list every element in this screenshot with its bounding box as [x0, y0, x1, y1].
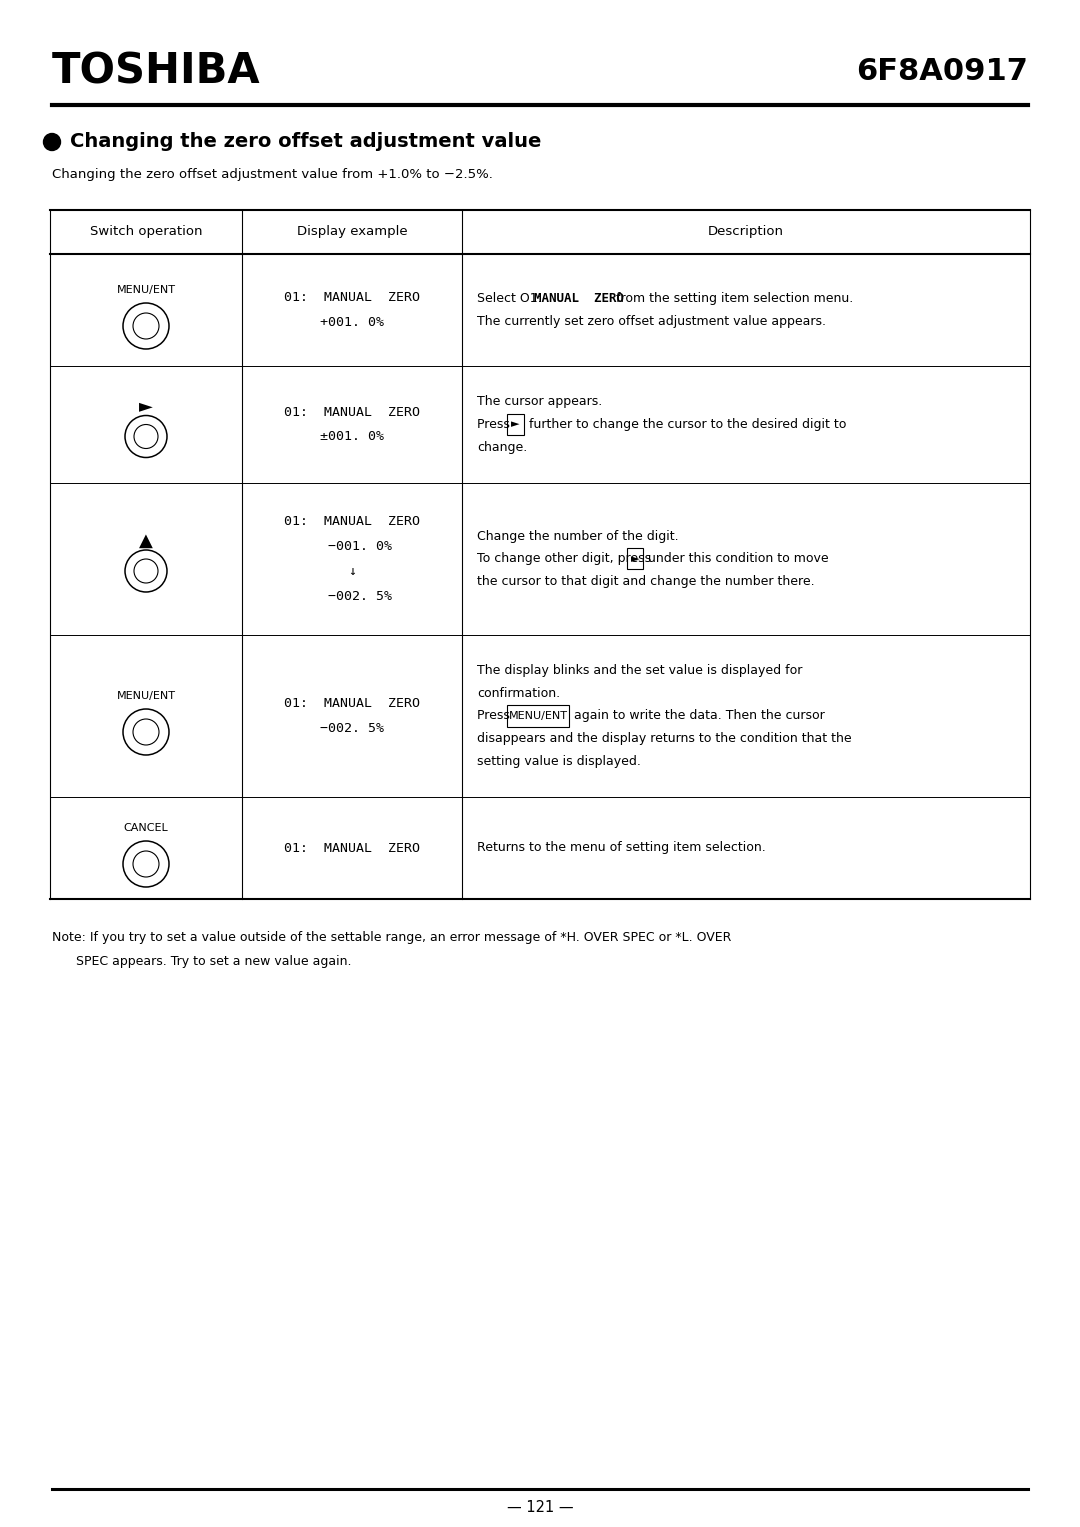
Text: under this condition to move: under this condition to move — [645, 553, 829, 565]
Text: 01:  MANUAL  ZERO: 01: MANUAL ZERO — [284, 515, 420, 528]
Text: The currently set zero offset adjustment value appears.: The currently set zero offset adjustment… — [477, 315, 826, 328]
Text: 01:  MANUAL  ZERO: 01: MANUAL ZERO — [284, 696, 420, 710]
FancyBboxPatch shape — [508, 705, 569, 727]
Text: Returns to the menu of setting item selection.: Returns to the menu of setting item sele… — [477, 841, 766, 855]
Text: Note: If you try to set a value outside of the settable range, an error message : Note: If you try to set a value outside … — [52, 931, 731, 944]
Text: Select O1:: Select O1: — [477, 292, 545, 305]
FancyBboxPatch shape — [626, 548, 644, 570]
Text: 01:  MANUAL  ZERO: 01: MANUAL ZERO — [284, 292, 420, 304]
Text: MENU/ENT: MENU/ENT — [509, 712, 568, 721]
Text: The cursor appears.: The cursor appears. — [477, 395, 603, 408]
Text: 6F8A0917: 6F8A0917 — [856, 58, 1028, 87]
Text: ►: ► — [139, 397, 153, 415]
FancyBboxPatch shape — [508, 414, 524, 435]
Circle shape — [43, 133, 60, 151]
Text: Changing the zero offset adjustment value from +1.0% to −2.5%.: Changing the zero offset adjustment valu… — [52, 168, 492, 182]
Text: Change the number of the digit.: Change the number of the digit. — [477, 530, 678, 542]
Text: disappears and the display returns to the condition that the: disappears and the display returns to th… — [477, 733, 852, 745]
Text: Description: Description — [708, 226, 784, 238]
Text: Press: Press — [477, 418, 514, 431]
Text: −002. 5%: −002. 5% — [328, 589, 392, 603]
Text: MENU/ENT: MENU/ENT — [117, 286, 175, 295]
Text: SPEC appears. Try to set a new value again.: SPEC appears. Try to set a new value aga… — [52, 954, 351, 968]
Text: TOSHIBA: TOSHIBA — [52, 50, 260, 93]
Text: setting value is displayed.: setting value is displayed. — [477, 754, 640, 768]
Text: 01:  MANUAL  ZERO: 01: MANUAL ZERO — [284, 406, 420, 418]
Text: confirmation.: confirmation. — [477, 687, 561, 699]
Text: −002. 5%: −002. 5% — [320, 722, 384, 734]
Text: To change other digit, press: To change other digit, press — [477, 553, 656, 565]
Text: Press: Press — [477, 710, 514, 722]
Text: +001. 0%: +001. 0% — [320, 316, 384, 328]
Text: MANUAL  ZERO: MANUAL ZERO — [535, 292, 624, 305]
Text: ↓: ↓ — [348, 565, 356, 579]
Text: ±001. 0%: ±001. 0% — [320, 431, 384, 443]
Text: 01:  MANUAL  ZERO: 01: MANUAL ZERO — [284, 841, 420, 855]
Text: ▲: ▲ — [139, 531, 153, 550]
Text: Switch operation: Switch operation — [90, 226, 202, 238]
Text: MENU/ENT: MENU/ENT — [117, 692, 175, 701]
Text: ►: ► — [511, 420, 519, 429]
Text: again to write the data. Then the cursor: again to write the data. Then the cursor — [570, 710, 825, 722]
Text: CANCEL: CANCEL — [123, 823, 168, 834]
Text: further to change the cursor to the desired digit to: further to change the cursor to the desi… — [525, 418, 846, 431]
Text: from the setting item selection menu.: from the setting item selection menu. — [612, 292, 853, 305]
Text: Display example: Display example — [297, 226, 407, 238]
Text: Changing the zero offset adjustment value: Changing the zero offset adjustment valu… — [70, 133, 541, 151]
Text: ►: ► — [631, 554, 639, 563]
Text: −001. 0%: −001. 0% — [328, 541, 392, 553]
Text: — 121 —: — 121 — — [507, 1500, 573, 1515]
Text: the cursor to that digit and change the number there.: the cursor to that digit and change the … — [477, 576, 814, 588]
Text: The display blinks and the set value is displayed for: The display blinks and the set value is … — [477, 664, 802, 676]
Text: change.: change. — [477, 441, 527, 454]
